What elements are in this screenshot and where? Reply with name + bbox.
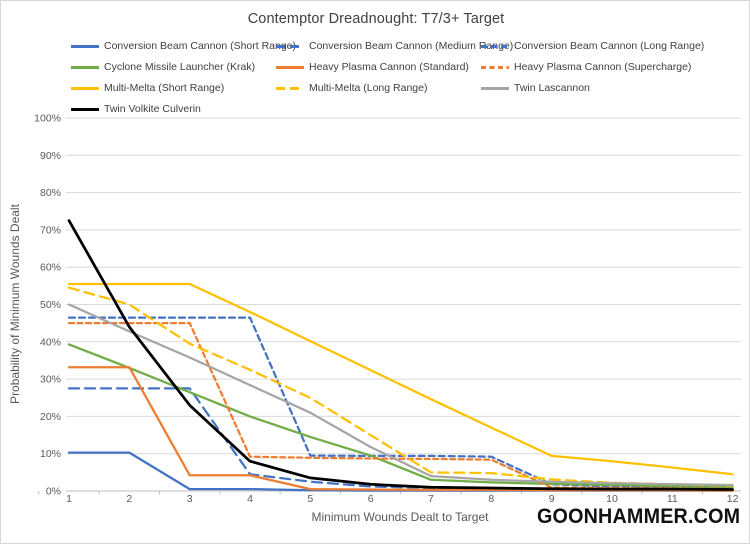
y-tick-label: 70% <box>40 224 61 236</box>
x-axis-title: Minimum Wounds Dealt to Target <box>311 510 489 524</box>
legend-label: Cyclone Missile Launcher (Krak) <box>104 61 256 73</box>
legend-swatch-short <box>481 65 509 69</box>
legend-label: Conversion Beam Cannon (Medium Range) <box>309 40 514 52</box>
y-tick-label: 20% <box>40 411 61 423</box>
legend-item-cyclone-missile-launcher-krak: Cyclone Missile Launcher (Krak) <box>71 60 255 74</box>
legend-label: Conversion Beam Cannon (Short Range) <box>104 40 297 52</box>
legend-item-heavy-plasma-cannon-standard: Heavy Plasma Cannon (Standard) <box>276 60 469 74</box>
series-line-twin-volkite-culverin <box>67 219 734 491</box>
chart-title: Contemptor Dreadnought: T7/3+ Target <box>247 11 505 27</box>
series-line-multi-melta-short-range <box>67 282 734 476</box>
legend-swatch-solid <box>276 65 304 69</box>
legend-swatch-solid <box>71 44 99 48</box>
legend-label: Twin Lascannon <box>514 82 590 94</box>
y-tick-label: 10% <box>40 448 61 460</box>
goonhammer-watermark: GOONHAMMER.COM <box>536 505 740 528</box>
legend-item-multi-melta-long-range: Multi-Melta (Long Range) <box>276 81 427 95</box>
legend-swatch-solid <box>71 86 99 90</box>
legend-item-multi-melta-short-range: Multi-Melta (Short Range) <box>71 81 224 95</box>
y-tick-label: 40% <box>40 336 61 348</box>
legend-swatch-solid <box>71 65 99 69</box>
x-tick-label: 6 <box>368 493 374 505</box>
x-tick-label: 4 <box>247 493 253 505</box>
y-tick-label: 80% <box>40 187 61 199</box>
legend-item-conversion-beam-cannon-medium-range: Conversion Beam Cannon (Medium Range) <box>276 39 513 53</box>
legend-swatch-long <box>276 44 304 48</box>
legend-item-twin-lascannon: Twin Lascannon <box>481 81 590 95</box>
x-tick-label: 7 <box>428 493 434 505</box>
legend-swatch-medium <box>481 44 509 48</box>
series-line-twin-lascannon <box>67 303 734 487</box>
legend-label: Multi-Melta (Long Range) <box>309 82 428 94</box>
legend-label: Multi-Melta (Short Range) <box>104 82 225 94</box>
y-tick-label: 100% <box>34 113 61 125</box>
y-tick-label: 60% <box>40 262 61 274</box>
y-tick-label: 30% <box>40 374 61 386</box>
y-tick-label: 50% <box>40 299 61 311</box>
x-tick-label: 11 <box>667 493 678 505</box>
legend-label: Twin Volkite Culverin <box>104 103 201 115</box>
y-tick-label: 0% <box>46 486 61 498</box>
legend-label: Conversion Beam Cannon (Long Range) <box>514 40 705 52</box>
y-axis-title: Probability of Minimum Wounds Dealt <box>8 204 22 404</box>
legend-item-heavy-plasma-cannon-supercharge: Heavy Plasma Cannon (Supercharge) <box>481 60 691 74</box>
x-tick-label: 5 <box>307 493 313 505</box>
chart-legend: Conversion Beam Cannon (Short Range) Conv… <box>1 1 749 121</box>
series-line-cyclone-missile-launcher-krak <box>67 343 734 489</box>
x-tick-label: 3 <box>187 493 193 505</box>
x-tick-label: 10 <box>606 493 618 505</box>
legend-item-twin-volkite-culverin: Twin Volkite Culverin <box>71 102 201 116</box>
x-tick-label: 1 <box>66 493 72 505</box>
legend-label: Heavy Plasma Cannon (Standard) <box>309 61 469 73</box>
legend-item-conversion-beam-cannon-long-range: Conversion Beam Cannon (Long Range) <box>481 39 704 53</box>
x-tick-label: 8 <box>488 493 494 505</box>
legend-item-conversion-beam-cannon-short-range: Conversion Beam Cannon (Short Range) <box>71 39 296 53</box>
legend-swatch-long <box>276 86 304 90</box>
x-tick-label: 12 <box>727 493 739 505</box>
y-tick-label: 90% <box>40 150 61 162</box>
x-tick-label: 9 <box>549 493 555 505</box>
x-tick-label: 2 <box>126 493 132 505</box>
legend-label: Heavy Plasma Cannon (Supercharge) <box>514 61 692 73</box>
legend-swatch-solid <box>71 107 99 111</box>
legend-swatch-solid <box>481 86 509 90</box>
series-line-conversion-beam-cannon-long-range <box>67 316 734 489</box>
